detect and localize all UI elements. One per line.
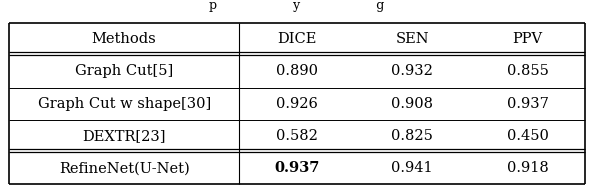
- Text: 0.825: 0.825: [391, 129, 433, 143]
- Text: Graph Cut[5]: Graph Cut[5]: [75, 65, 173, 78]
- Text: 0.450: 0.450: [507, 129, 548, 143]
- Text: 0.937: 0.937: [274, 161, 320, 175]
- Text: 0.926: 0.926: [276, 97, 318, 111]
- Text: 0.908: 0.908: [391, 97, 433, 111]
- Text: 0.890: 0.890: [276, 65, 318, 78]
- Text: Graph Cut w shape[30]: Graph Cut w shape[30]: [37, 97, 211, 111]
- Text: DICE: DICE: [277, 32, 317, 46]
- Text: RefineNet(U-Net): RefineNet(U-Net): [59, 161, 189, 175]
- Text: DEXTR[23]: DEXTR[23]: [83, 129, 166, 143]
- Text: 0.932: 0.932: [391, 65, 433, 78]
- Text: SEN: SEN: [396, 32, 429, 46]
- Text: p                   y                   g: p y g: [209, 0, 385, 12]
- Text: 0.855: 0.855: [507, 65, 548, 78]
- Text: 0.582: 0.582: [276, 129, 318, 143]
- Text: Methods: Methods: [91, 32, 157, 46]
- Text: 0.941: 0.941: [391, 161, 433, 175]
- Text: 0.918: 0.918: [507, 161, 548, 175]
- Text: PPV: PPV: [513, 32, 542, 46]
- Text: 0.937: 0.937: [507, 97, 548, 111]
